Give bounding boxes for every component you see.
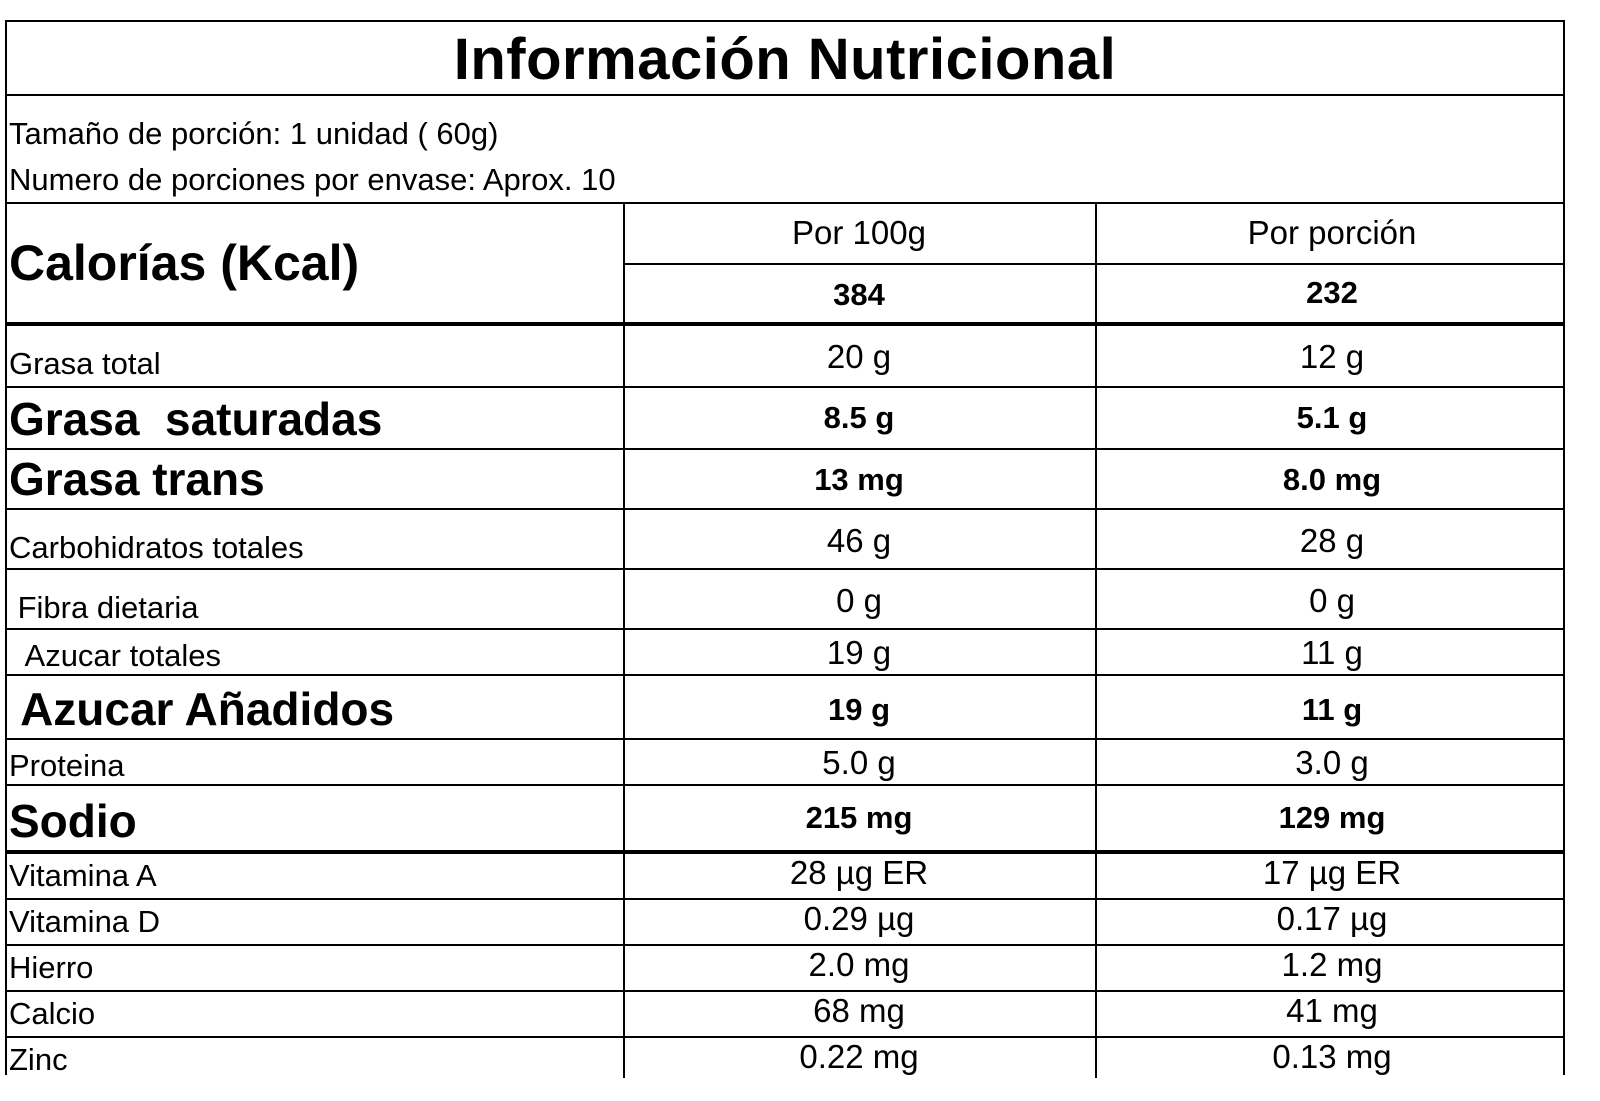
nutrient-name-hierro: Hierro (9, 950, 94, 985)
row-divider (7, 568, 1563, 570)
value-per-portion-grasa-saturadas: 5.1 g (1296, 400, 1368, 435)
serving-info: Tamaño de porción: 1 unidad ( 60g) Numer… (7, 96, 1563, 204)
value-per-100g-zinc: 0.22 mg (799, 1038, 919, 1075)
row-divider (7, 508, 1563, 510)
nutrient-name-zinc: Zinc (9, 1042, 68, 1077)
value-per-portion-azucar-totales: 11 g (1301, 634, 1363, 671)
row-divider (7, 674, 1563, 676)
value-per-portion-vitamina-d: 0.17 µg (1276, 900, 1388, 937)
row-divider (7, 628, 1563, 630)
nutrient-name-fibra-dietaria: Fibra dietaria (9, 590, 199, 625)
value-per-100g-carbohidratos-totales: 46 g (826, 522, 892, 559)
value-per-100g-azucar-totales: 19 g (826, 634, 892, 671)
divider (623, 263, 1563, 265)
title-row: Información Nutricional (7, 22, 1563, 96)
value-per-portion-vitamina-a: 17 µg ER (1262, 854, 1402, 891)
value-per-100g-proteina: 5.0 g (822, 744, 896, 781)
calories-per-100g: 384 (833, 277, 885, 312)
value-per-portion-azucar-anadidos: 11 g (1301, 692, 1363, 727)
divider (7, 322, 1563, 326)
nutrient-name-grasa-trans: Grasa trans (9, 453, 265, 505)
value-per-portion-fibra-dietaria: 0 g (1309, 582, 1355, 619)
row-divider (7, 386, 1563, 388)
row-divider (7, 944, 1563, 946)
column-divider-1 (623, 204, 625, 1078)
nutrient-name-azucar-anadidos: Azucar Añadidos (9, 683, 395, 735)
value-per-portion-sodio: 129 mg (1278, 800, 1386, 835)
value-per-portion-grasa-trans: 8.0 mg (1282, 462, 1382, 497)
value-per-portion-carbohidratos-totales: 28 g (1299, 522, 1365, 559)
nutrient-name-vitamina-a: Vitamina A (9, 858, 157, 893)
nutrient-name-calcio: Calcio (9, 996, 96, 1031)
value-per-100g-vitamina-d: 0.29 µg (803, 900, 915, 937)
value-per-100g-calcio: 68 mg (813, 992, 905, 1029)
row-divider (7, 738, 1563, 740)
column-divider-2 (1095, 204, 1097, 1078)
value-per-100g-vitamina-a: 28 µg ER (789, 854, 929, 891)
value-per-portion-grasa-total: 12 g (1299, 338, 1365, 375)
nutrient-name-grasa-saturadas: Grasa saturadas (9, 393, 383, 445)
row-divider (7, 990, 1563, 992)
nutrient-name-vitamina-d: Vitamina D (9, 904, 161, 939)
label-title: Información Nutricional (453, 27, 1117, 92)
row-divider (7, 448, 1563, 450)
nutrient-name-carbohidratos-totales: Carbohidratos totales (9, 530, 304, 565)
nutrition-facts-label: Información Nutricional Tamaño de porció… (5, 20, 1565, 1078)
value-per-100g-sodio: 215 mg (805, 800, 913, 835)
row-divider (7, 850, 1563, 854)
calories-per-portion: 232 (1306, 275, 1358, 310)
value-per-100g-grasa-total: 20 g (826, 338, 892, 375)
nutrient-name-azucar-totales: Azucar totales (9, 638, 221, 673)
row-divider (7, 898, 1563, 900)
value-per-100g-grasa-trans: 13 mg (814, 462, 904, 497)
value-per-portion-zinc: 0.13 mg (1272, 1038, 1392, 1075)
nutrient-name-proteina: Proteina (9, 748, 125, 783)
servings-per-container: Numero de porciones por envase: Aprox. 1… (9, 162, 616, 197)
value-per-portion-hierro: 1.2 mg (1281, 946, 1383, 983)
row-divider (7, 784, 1563, 786)
value-per-100g-grasa-saturadas: 8.5 g (823, 400, 895, 435)
value-per-100g-azucar-anadidos: 19 g (827, 692, 891, 727)
column-header-per-100g: Por 100g (792, 214, 926, 251)
value-per-portion-proteina: 3.0 g (1295, 744, 1369, 781)
serving-size: Tamaño de porción: 1 unidad ( 60g) (9, 116, 499, 151)
value-per-portion-calcio: 41 mg (1286, 992, 1378, 1029)
nutrient-name-grasa-total: Grasa total (9, 346, 161, 381)
value-per-100g-hierro: 2.0 mg (808, 946, 910, 983)
row-divider (7, 1036, 1563, 1038)
column-header-per-portion: Por porción (1247, 214, 1417, 251)
calories-label: Calorías (Kcal) (9, 235, 360, 291)
value-per-100g-fibra-dietaria: 0 g (836, 582, 882, 619)
nutrient-name-sodio: Sodio (9, 795, 137, 847)
